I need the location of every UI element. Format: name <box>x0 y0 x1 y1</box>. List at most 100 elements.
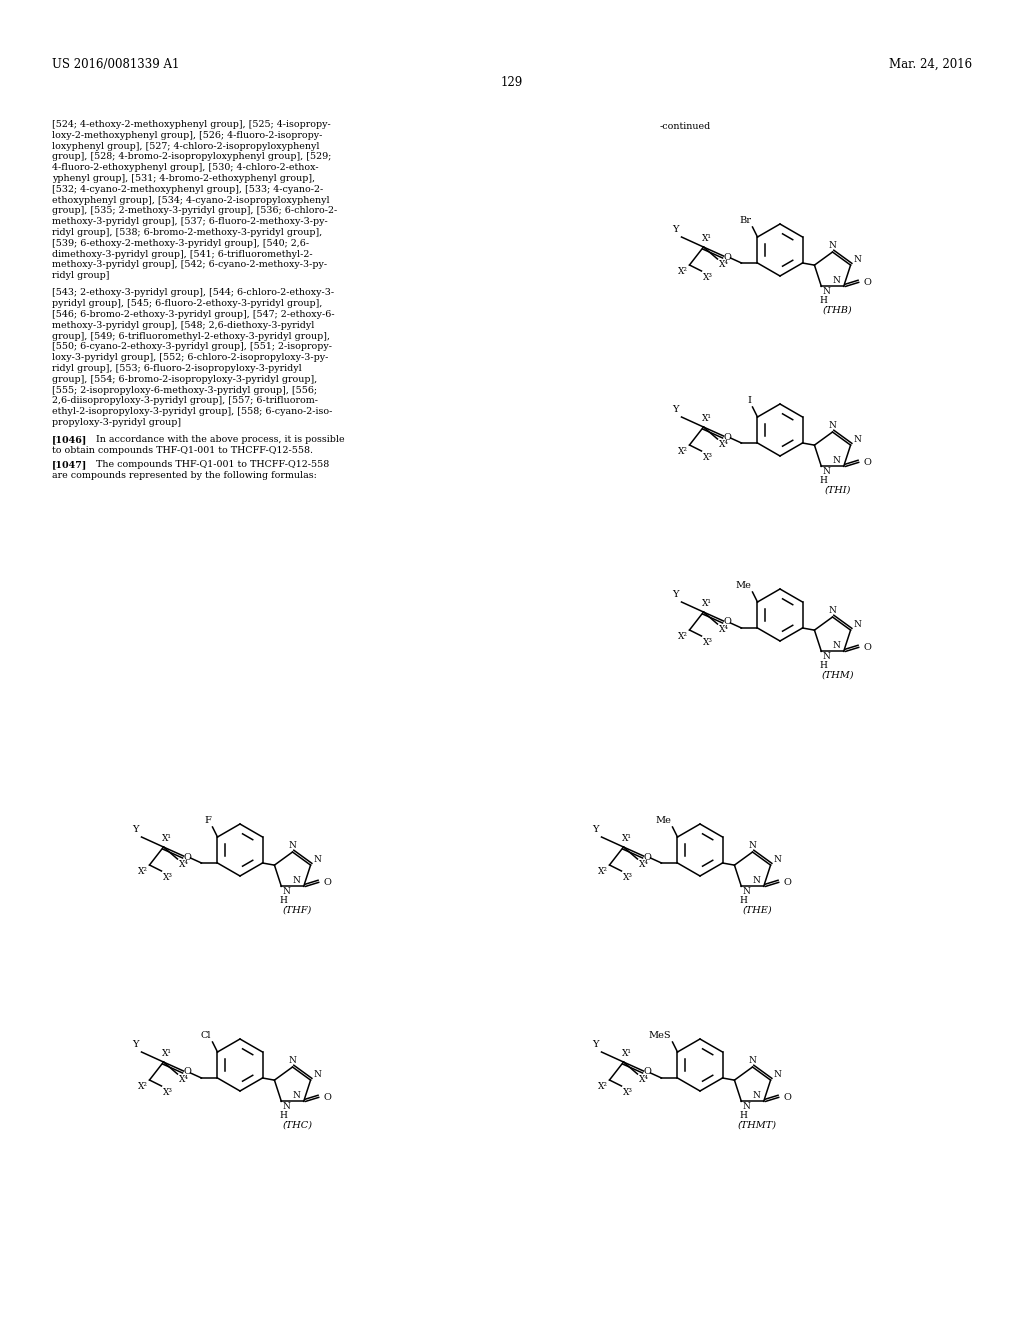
Text: loxy-3-pyridyl group], [552; 6-chloro-2-isopropyloxy-3-py-: loxy-3-pyridyl group], [552; 6-chloro-2-… <box>52 354 329 362</box>
Text: X³: X³ <box>702 638 713 647</box>
Text: US 2016/0081339 A1: US 2016/0081339 A1 <box>52 58 179 71</box>
Text: are compounds represented by the following formulas:: are compounds represented by the followi… <box>52 471 316 480</box>
Text: (THE): (THE) <box>742 906 772 915</box>
Text: O: O <box>324 1093 332 1102</box>
Text: ridyl group], [538; 6-bromo-2-methoxy-3-pyridyl group],: ridyl group], [538; 6-bromo-2-methoxy-3-… <box>52 228 323 238</box>
Text: 2,6-diisopropyloxy-3-pyridyl group], [557; 6-trifluorom-: 2,6-diisopropyloxy-3-pyridyl group], [55… <box>52 396 318 405</box>
Text: Mar. 24, 2016: Mar. 24, 2016 <box>889 58 972 71</box>
Text: N: N <box>283 887 290 896</box>
Text: X²: X² <box>678 632 687 642</box>
Text: MeS: MeS <box>649 1031 672 1040</box>
Text: N: N <box>289 841 297 850</box>
Text: group], [549; 6-trifluoromethyl-2-ethoxy-3-pyridyl group],: group], [549; 6-trifluoromethyl-2-ethoxy… <box>52 331 330 341</box>
Text: methoxy-3-pyridyl group], [548; 2,6-diethoxy-3-pyridyl: methoxy-3-pyridyl group], [548; 2,6-diet… <box>52 321 314 330</box>
Text: X⁴: X⁴ <box>178 1074 188 1084</box>
Text: Cl: Cl <box>201 1031 212 1040</box>
Text: In accordance with the above process, it is possible: In accordance with the above process, it… <box>96 436 345 445</box>
Text: O: O <box>863 458 871 467</box>
Text: Br: Br <box>739 216 752 224</box>
Text: X³: X³ <box>623 873 633 882</box>
Text: Y: Y <box>672 405 679 414</box>
Text: [546; 6-bromo-2-ethoxy-3-pyridyl group], [547; 2-ethoxy-6-: [546; 6-bromo-2-ethoxy-3-pyridyl group],… <box>52 310 335 319</box>
Text: 129: 129 <box>501 77 523 88</box>
Text: X³: X³ <box>163 1088 172 1097</box>
Text: yphenyl group], [531; 4-bromo-2-ethoxyphenyl group],: yphenyl group], [531; 4-bromo-2-ethoxyph… <box>52 174 315 183</box>
Text: methoxy-3-pyridyl group], [537; 6-fluoro-2-methoxy-3-py-: methoxy-3-pyridyl group], [537; 6-fluoro… <box>52 218 328 226</box>
Text: N: N <box>283 1102 290 1111</box>
Text: X³: X³ <box>623 1088 633 1097</box>
Text: X¹: X¹ <box>701 234 712 243</box>
Text: O: O <box>783 1093 792 1102</box>
Text: H: H <box>280 896 288 906</box>
Text: [543; 2-ethoxy-3-pyridyl group], [544; 6-chloro-2-ethoxy-3-: [543; 2-ethoxy-3-pyridyl group], [544; 6… <box>52 289 334 297</box>
Text: N: N <box>833 642 841 651</box>
Text: N: N <box>742 1102 751 1111</box>
Text: N: N <box>753 876 761 886</box>
Text: X¹: X¹ <box>162 1049 171 1059</box>
Text: N: N <box>293 1092 301 1101</box>
Text: F: F <box>205 816 212 825</box>
Text: N: N <box>773 1071 781 1080</box>
Text: N: N <box>828 606 837 615</box>
Text: N: N <box>854 620 861 630</box>
Text: [550; 6-cyano-2-ethoxy-3-pyridyl group], [551; 2-isopropy-: [550; 6-cyano-2-ethoxy-3-pyridyl group],… <box>52 342 332 351</box>
Text: X¹: X¹ <box>162 834 171 843</box>
Text: N: N <box>289 1056 297 1065</box>
Text: X¹: X¹ <box>622 834 632 843</box>
Text: (THMT): (THMT) <box>738 1121 777 1130</box>
Text: N: N <box>293 876 301 886</box>
Text: group], [554; 6-bromo-2-isopropyloxy-3-pyridyl group],: group], [554; 6-bromo-2-isopropyloxy-3-p… <box>52 375 317 384</box>
Text: ethoxyphenyl group], [534; 4-cyano-2-isopropyloxyphenyl: ethoxyphenyl group], [534; 4-cyano-2-iso… <box>52 195 330 205</box>
Text: N: N <box>749 841 757 850</box>
Text: O: O <box>724 433 731 441</box>
Text: O: O <box>783 878 792 887</box>
Text: ethyl-2-isopropyloxy-3-pyridyl group], [558; 6-cyano-2-iso-: ethyl-2-isopropyloxy-3-pyridyl group], [… <box>52 408 333 416</box>
Text: [555; 2-isopropyloxy-6-methoxy-3-pyridyl group], [556;: [555; 2-isopropyloxy-6-methoxy-3-pyridyl… <box>52 385 317 395</box>
Text: Y: Y <box>132 825 138 834</box>
Text: H: H <box>819 297 827 305</box>
Text: X²: X² <box>137 867 147 876</box>
Text: X⁴: X⁴ <box>639 861 648 869</box>
Text: (THI): (THI) <box>824 486 851 495</box>
Text: N: N <box>773 855 781 865</box>
Text: Me: Me <box>735 581 752 590</box>
Text: (THM): (THM) <box>821 671 854 680</box>
Text: Y: Y <box>132 1040 138 1049</box>
Text: -continued: -continued <box>660 121 712 131</box>
Text: X¹: X¹ <box>701 599 712 609</box>
Text: X²: X² <box>678 267 687 276</box>
Text: (THF): (THF) <box>283 906 312 915</box>
Text: dimethoxy-3-pyridyl group], [541; 6-trifluoromethyl-2-: dimethoxy-3-pyridyl group], [541; 6-trif… <box>52 249 312 259</box>
Text: propyloxy-3-pyridyl group]: propyloxy-3-pyridyl group] <box>52 418 181 428</box>
Text: group], [528; 4-bromo-2-isopropyloxyphenyl group], [529;: group], [528; 4-bromo-2-isopropyloxyphen… <box>52 152 332 161</box>
Text: N: N <box>822 467 830 477</box>
Text: N: N <box>828 242 837 249</box>
Text: I: I <box>748 396 752 405</box>
Text: methoxy-3-pyridyl group], [542; 6-cyano-2-methoxy-3-py-: methoxy-3-pyridyl group], [542; 6-cyano-… <box>52 260 327 269</box>
Text: [524; 4-ethoxy-2-methoxyphenyl group], [525; 4-isopropy-: [524; 4-ethoxy-2-methoxyphenyl group], [… <box>52 120 331 129</box>
Text: X²: X² <box>597 1082 607 1092</box>
Text: H: H <box>280 1111 288 1121</box>
Text: ridyl group]: ridyl group] <box>52 271 110 280</box>
Text: loxy-2-methoxyphenyl group], [526; 4-fluoro-2-isopropy-: loxy-2-methoxyphenyl group], [526; 4-flu… <box>52 131 323 140</box>
Text: 4-fluoro-2-ethoxyphenyl group], [530; 4-chloro-2-ethox-: 4-fluoro-2-ethoxyphenyl group], [530; 4-… <box>52 164 318 172</box>
Text: H: H <box>819 477 827 486</box>
Text: X²: X² <box>678 447 687 455</box>
Text: ridyl group], [553; 6-fluoro-2-isopropyloxy-3-pyridyl: ridyl group], [553; 6-fluoro-2-isopropyl… <box>52 364 302 374</box>
Text: [532; 4-cyano-2-methoxyphenyl group], [533; 4-cyano-2-: [532; 4-cyano-2-methoxyphenyl group], [5… <box>52 185 324 194</box>
Text: loxyphenyl group], [527; 4-chloro-2-isopropyloxyphenyl: loxyphenyl group], [527; 4-chloro-2-isop… <box>52 141 319 150</box>
Text: X⁴: X⁴ <box>639 1074 648 1084</box>
Text: X²: X² <box>137 1082 147 1092</box>
Text: O: O <box>183 1068 191 1077</box>
Text: Y: Y <box>672 590 679 599</box>
Text: N: N <box>822 288 830 297</box>
Text: N: N <box>749 1056 757 1065</box>
Text: Me: Me <box>655 816 672 825</box>
Text: pyridyl group], [545; 6-fluoro-2-ethoxy-3-pyridyl group],: pyridyl group], [545; 6-fluoro-2-ethoxy-… <box>52 300 323 309</box>
Text: O: O <box>724 252 731 261</box>
Text: N: N <box>854 255 861 264</box>
Text: O: O <box>863 279 871 286</box>
Text: N: N <box>854 436 861 444</box>
Text: group], [535; 2-methoxy-3-pyridyl group], [536; 6-chloro-2-: group], [535; 2-methoxy-3-pyridyl group]… <box>52 206 337 215</box>
Text: X¹: X¹ <box>622 1049 632 1059</box>
